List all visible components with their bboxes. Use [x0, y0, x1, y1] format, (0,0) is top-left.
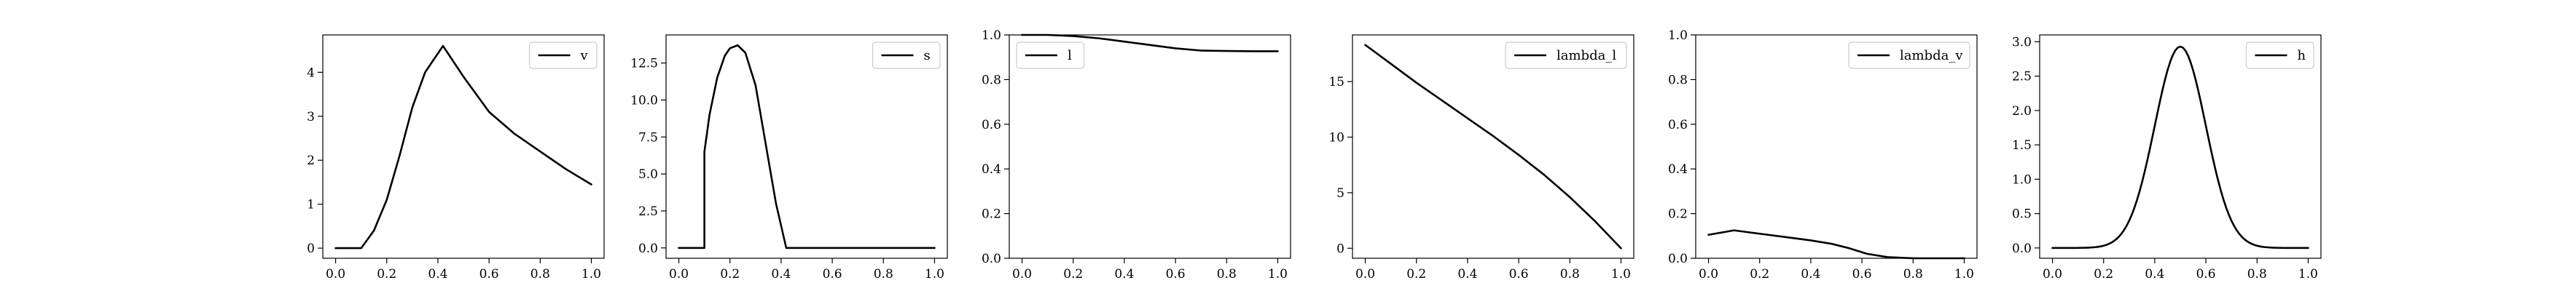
y-tick-label: 3 — [307, 110, 315, 124]
y-tick-label: 1.0 — [1668, 28, 1688, 43]
y-tick-label: 0.4 — [1668, 162, 1688, 177]
legend-label: l — [1068, 48, 1072, 63]
y-tick-label: 1 — [307, 198, 315, 212]
series-line-lambda_v — [1709, 231, 1965, 258]
y-tick-label: 2.0 — [2012, 104, 2032, 119]
x-tick-label: 0.4 — [771, 267, 791, 282]
y-tick-label: 0.2 — [1668, 207, 1688, 222]
y-tick-label: 2.5 — [2012, 70, 2032, 84]
x-tick-label: 0.4 — [1457, 267, 1477, 282]
series-line-lambda_l — [1366, 45, 1621, 249]
x-tick-label: 1.0 — [1268, 267, 1288, 282]
x-tick-label: 0.4 — [428, 267, 447, 282]
legend-label: lambda_l — [1557, 48, 1616, 63]
legend: lambda_l — [1506, 42, 1626, 68]
x-tick-label: 0.2 — [2094, 267, 2113, 282]
y-tick-label: 3.0 — [2012, 35, 2032, 49]
x-tick-label: 0.2 — [1063, 267, 1083, 282]
series-line-s — [679, 45, 935, 248]
x-tick-label: 1.0 — [2298, 267, 2318, 282]
subplot-1: 0.0 0.2 0.4 0.6 0.8 1.0 0 1 2 3 4 v — [307, 35, 604, 282]
x-tick-label: 0.2 — [720, 267, 740, 282]
x-tick-label: 0.0 — [326, 267, 345, 282]
subplot-6: 0.0 0.2 0.4 0.6 0.8 1.0 0.0 0.5 1.0 1.5 2.0 2.5 3.0 h — [2012, 35, 2321, 282]
x-tick-label: 1.0 — [1954, 267, 1974, 282]
x-tick-label: 0.8 — [874, 267, 893, 282]
y-tick-label: 0 — [1336, 242, 1344, 256]
x-tick-label: 0.4 — [2145, 267, 2164, 282]
y-tick-label: 0.5 — [2012, 207, 2032, 222]
y-tick-label: 2.5 — [638, 204, 658, 219]
subplot-5: 0.0 0.2 0.4 0.6 0.8 1.0 0.0 0.2 0.4 0.6 0.8 1.0 lamb… — [1668, 28, 1977, 282]
x-tick-label: 0.6 — [479, 267, 499, 282]
series-line-h — [2053, 47, 2309, 248]
x-tick-label: 0.8 — [1903, 267, 1923, 282]
x-tick-label: 0.2 — [1406, 267, 1426, 282]
y-tick-label: 0.0 — [2012, 242, 2032, 256]
x-tick-label: 1.0 — [582, 267, 601, 282]
x-tick-label: 0.0 — [1355, 267, 1375, 282]
y-tick-label: 0.2 — [982, 207, 1001, 222]
y-tick-label: 1.5 — [2012, 138, 2032, 153]
y-tick-label: 10.0 — [630, 93, 658, 108]
x-tick-label: 1.0 — [925, 267, 944, 282]
x-tick-label: 0.0 — [2043, 267, 2062, 282]
legend: s — [873, 42, 941, 68]
legend: l — [1017, 42, 1084, 68]
x-tick-label: 0.6 — [823, 267, 842, 282]
x-tick-label: 0.6 — [1509, 267, 1529, 282]
series-line-v — [336, 46, 592, 248]
legend: lambda_v — [1849, 42, 1970, 68]
y-tick-label: 0.6 — [982, 118, 1001, 132]
subplot-2: 0.0 0.2 0.4 0.6 0.8 1.0 0.0 2.5 5.0 7.5 10.0 12.5 s — [630, 35, 947, 282]
y-tick-label: 2 — [307, 154, 315, 168]
legend-label: s — [924, 48, 931, 63]
x-tick-label: 0.2 — [1750, 267, 1769, 282]
subplot-3: 0.0 0.2 0.4 0.6 0.8 1.0 0.0 0.2 0.4 0.6 0.8 1.0 l — [982, 28, 1291, 282]
y-tick-label: 7.5 — [638, 130, 658, 145]
y-tick-label: 15 — [1328, 75, 1344, 89]
y-tick-label: 0.0 — [1668, 252, 1688, 266]
y-tick-label: 4 — [307, 65, 315, 80]
y-tick-label: 1.0 — [2012, 172, 2032, 187]
y-tick-label: 0.8 — [1668, 73, 1688, 87]
subplot-4: 0.0 0.2 0.4 0.6 0.8 1.0 0 5 10 15 lambda_l — [1328, 35, 1634, 282]
x-tick-label: 0.6 — [1852, 267, 1872, 282]
x-tick-label: 0.8 — [1560, 267, 1580, 282]
y-tick-label: 10 — [1328, 131, 1344, 146]
legend-label: h — [2298, 48, 2306, 63]
x-tick-label: 0.0 — [669, 267, 689, 282]
y-tick-label: 0.6 — [1668, 118, 1688, 132]
y-tick-label: 0 — [307, 242, 315, 256]
x-tick-label: 0.8 — [1217, 267, 1237, 282]
x-tick-label: 0.0 — [1012, 267, 1032, 282]
x-tick-label: 0.2 — [377, 267, 396, 282]
x-tick-label: 1.0 — [1611, 267, 1631, 282]
y-tick-label: 0.0 — [982, 252, 1001, 266]
x-tick-label: 0.6 — [2196, 267, 2216, 282]
legend: v — [530, 42, 598, 68]
x-tick-label: 0.8 — [531, 267, 550, 282]
legend: h — [2247, 42, 2314, 68]
x-tick-label: 0.0 — [1699, 267, 1718, 282]
y-tick-label: 5.0 — [638, 167, 658, 182]
x-tick-label: 0.4 — [1114, 267, 1134, 282]
y-tick-label: 5 — [1336, 186, 1344, 201]
legend-label: v — [580, 48, 589, 63]
legend-label: lambda_v — [1900, 48, 1963, 63]
x-tick-label: 0.6 — [1166, 267, 1186, 282]
y-tick-label: 0.8 — [982, 73, 1001, 87]
x-tick-label: 0.4 — [1801, 267, 1820, 282]
y-tick-label: 0.4 — [982, 162, 1001, 177]
y-tick-label: 1.0 — [982, 28, 1001, 43]
y-tick-label: 12.5 — [630, 57, 658, 71]
y-tick-label: 0.0 — [638, 242, 658, 256]
x-tick-label: 0.8 — [2247, 267, 2267, 282]
